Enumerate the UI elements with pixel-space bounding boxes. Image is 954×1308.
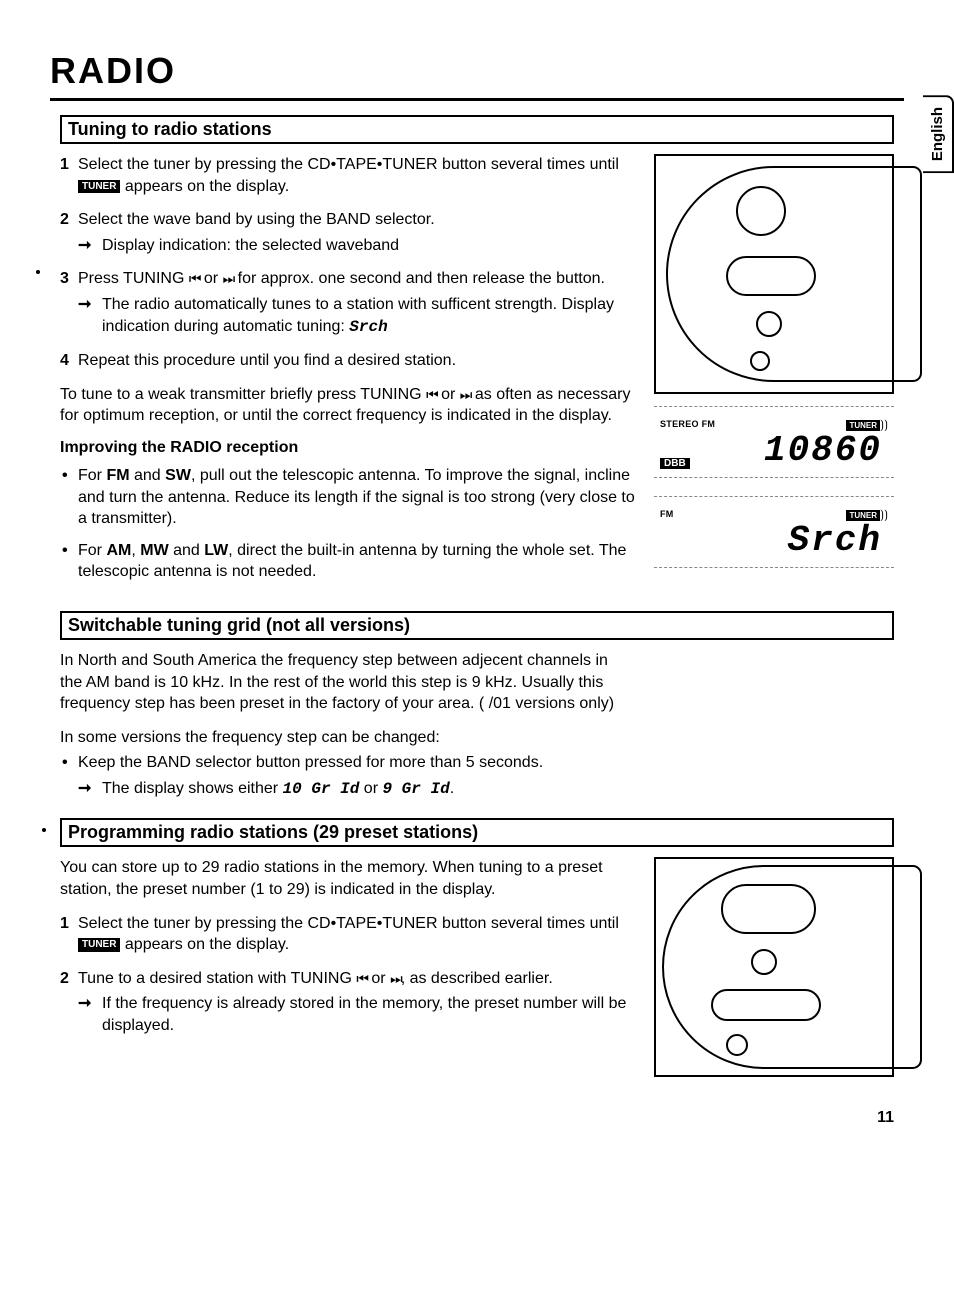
- tuner-badge-icon: TUNER: [78, 180, 120, 194]
- section-heading: Tuning to radio stations: [60, 115, 894, 144]
- display-band-label: STEREO FM: [660, 419, 715, 429]
- bullet-text: and: [169, 542, 205, 559]
- figure-column: STEREO FM TUNER⟯⟯ DBB 10860 FM TUNER⟯⟯ S…: [654, 154, 894, 586]
- page-number: 11: [50, 1109, 904, 1127]
- text-column: You can store up to 29 radio stations in…: [60, 857, 636, 1048]
- figure-column: [654, 857, 894, 1089]
- skip-forward-icon: ⏭: [460, 386, 471, 402]
- step-item: 1 Select the tuner by pressing the CD•TA…: [60, 154, 636, 197]
- signal-icon: ⟯⟯: [880, 507, 888, 521]
- display-band-label: FM: [660, 509, 674, 519]
- dbb-badge-icon: DBB: [660, 458, 690, 469]
- para-text: or: [437, 386, 460, 403]
- skip-forward-icon: ⏭: [223, 271, 234, 287]
- section-heading: Switchable tuning grid (not all versions…: [60, 611, 894, 640]
- result-indicator: Display indication: the selected waveban…: [78, 235, 636, 257]
- margin-dot-icon: [42, 828, 46, 832]
- arrow-text: The display shows either: [102, 780, 283, 797]
- result-indicator: The radio automatically tunes to a stati…: [78, 294, 636, 338]
- bullet-text: For: [78, 467, 106, 484]
- bullet-text: ,: [131, 542, 140, 559]
- step-text: appears on the display.: [125, 178, 289, 195]
- section-tuning: Tuning to radio stations 1 Select the tu…: [60, 115, 894, 593]
- step-item: 2 Select the wave band by using the BAND…: [60, 209, 636, 256]
- paragraph: To tune to a weak transmitter briefly pr…: [60, 384, 636, 427]
- step-item: 4 Repeat this procedure until you find a…: [60, 350, 636, 372]
- tuner-badge-icon: TUNER: [78, 938, 120, 952]
- step-text: or: [367, 970, 390, 987]
- result-indicator: The display shows either 10 Gr Id or 9 G…: [78, 778, 894, 801]
- bullet-text: SW: [165, 467, 191, 484]
- display-status: Srch: [660, 523, 888, 559]
- step-item: 1 Select the tuner by pressing the CD•TA…: [60, 913, 636, 956]
- bullet-list: Keep the BAND selector button pressed fo…: [60, 752, 894, 800]
- skip-forward-icon: ⏭: [390, 970, 401, 986]
- arrow-text: or: [359, 780, 382, 797]
- bullet-list: For FM and SW, pull out the telescopic a…: [60, 465, 636, 583]
- signal-icon: ⟯⟯: [880, 417, 888, 431]
- two-column-layout: 1 Select the tuner by pressing the CD•TA…: [60, 154, 894, 593]
- step-text: Select the wave band by using the BAND s…: [78, 211, 435, 228]
- paragraph: In North and South America the frequency…: [60, 650, 620, 715]
- sub-heading: Improving the RADIO reception: [60, 439, 636, 457]
- skip-back-icon: ⏮: [356, 970, 367, 986]
- display-code: 9 Gr Id: [382, 780, 449, 798]
- bullet-text: Keep the BAND selector button pressed fo…: [78, 754, 543, 771]
- bullet-text: For: [78, 542, 106, 559]
- step-text: Select the tuner by pressing the CD•TAPE…: [78, 915, 619, 932]
- section-heading: Programming radio stations (29 preset st…: [60, 818, 894, 847]
- steps-list: 1 Select the tuner by pressing the CD•TA…: [60, 154, 636, 372]
- bullet-text: FM: [106, 467, 129, 484]
- page-title: RADIO: [50, 50, 904, 101]
- lcd-display-panel: FM TUNER⟯⟯ Srch: [654, 496, 894, 568]
- display-code: 10 Gr Id: [283, 780, 360, 798]
- language-tab: English: [923, 95, 954, 173]
- step-text: , as described earlier.: [401, 970, 553, 987]
- bullet-text: AM: [106, 542, 131, 559]
- result-indicator: If the frequency is already stored in th…: [78, 993, 636, 1036]
- text-column: 1 Select the tuner by pressing the CD•TA…: [60, 154, 636, 593]
- skip-back-icon: ⏮: [189, 271, 200, 287]
- step-text: or: [199, 270, 222, 287]
- content-area: Tuning to radio stations 1 Select the tu…: [50, 115, 904, 1089]
- device-illustration: [654, 857, 894, 1077]
- bullet-text: LW: [204, 542, 228, 559]
- bullet-text: MW: [140, 542, 168, 559]
- step-text: Select the tuner by pressing the CD•TAPE…: [78, 156, 619, 173]
- step-text: Repeat this procedure until you find a d…: [78, 352, 456, 369]
- step-text: Press TUNING: [78, 270, 189, 287]
- steps-list: 1 Select the tuner by pressing the CD•TA…: [60, 913, 636, 1037]
- step-text: for approx. one second and then release …: [233, 270, 605, 287]
- lcd-display-panel: STEREO FM TUNER⟯⟯ DBB 10860: [654, 406, 894, 478]
- bullet-item: Keep the BAND selector button pressed fo…: [60, 752, 894, 800]
- step-text: appears on the display.: [125, 936, 289, 953]
- para-text: To tune to a weak transmitter briefly pr…: [60, 386, 426, 403]
- step-text: Tune to a desired station with TUNING: [78, 970, 356, 987]
- two-column-layout: You can store up to 29 radio stations in…: [60, 857, 894, 1089]
- display-frequency: 10860: [764, 433, 888, 469]
- arrow-text: .: [450, 780, 454, 797]
- bullet-text: and: [130, 467, 166, 484]
- margin-dot-icon: [36, 270, 40, 274]
- step-item: 3 Press TUNING ⏮ or ⏭ for approx. one se…: [60, 268, 636, 338]
- device-illustration: [654, 154, 894, 394]
- section-tuning-grid: Switchable tuning grid (not all versions…: [60, 611, 894, 801]
- paragraph: You can store up to 29 radio stations in…: [60, 857, 636, 900]
- paragraph: In some versions the frequency step can …: [60, 727, 894, 749]
- step-item: 2 Tune to a desired station with TUNING …: [60, 968, 636, 1037]
- section-programming: Programming radio stations (29 preset st…: [60, 818, 894, 1089]
- skip-back-icon: ⏮: [426, 386, 437, 402]
- display-code: Srch: [349, 318, 387, 336]
- bullet-item: For AM, MW and LW, direct the built-in a…: [60, 540, 636, 583]
- bullet-item: For FM and SW, pull out the telescopic a…: [60, 465, 636, 530]
